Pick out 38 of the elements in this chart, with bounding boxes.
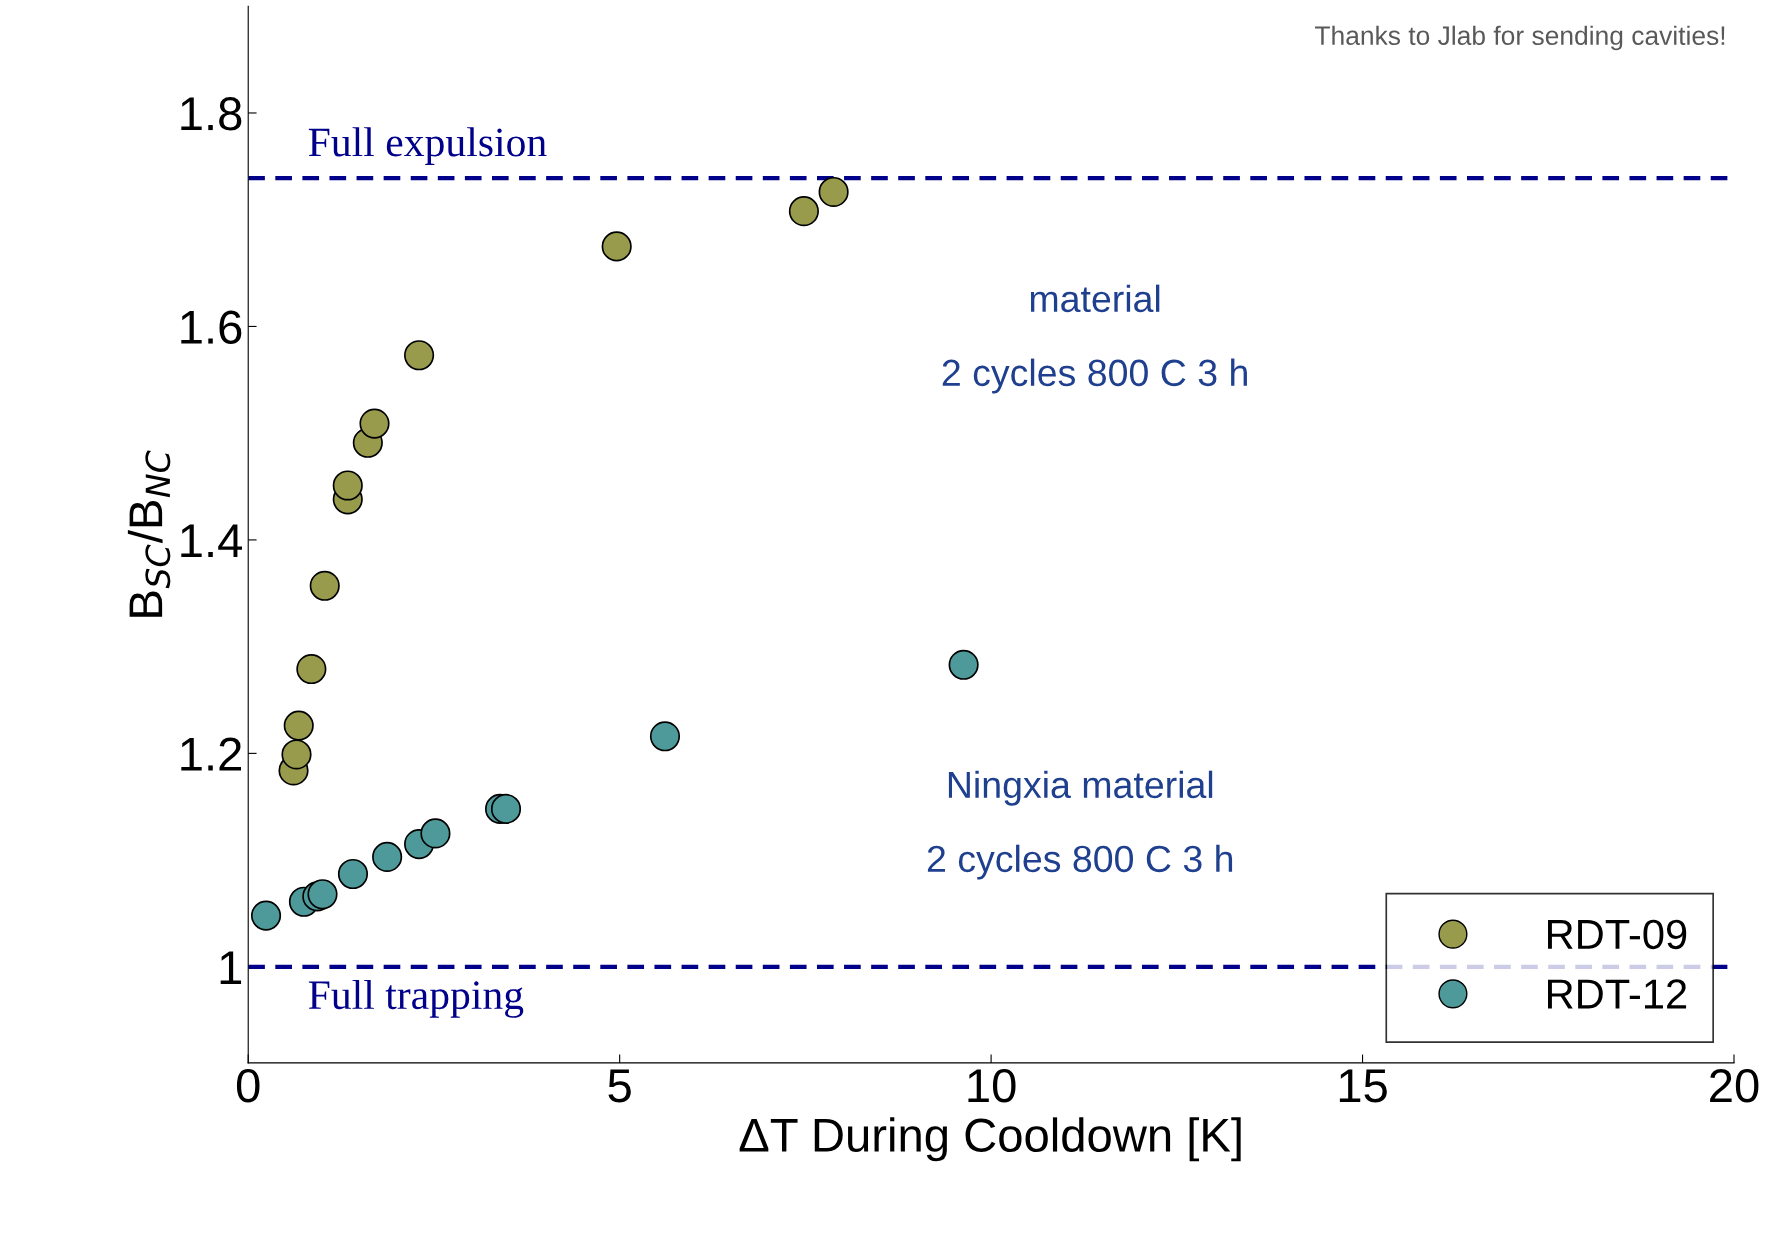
point (788, 196, 819, 227)
legend-label: RDT-12 (1548, 979, 1687, 1009)
annotation: 2 cycles 800 C 3 h (942, 358, 1247, 394)
point (490, 793, 522, 824)
y-tick-label: 1.6 (181, 310, 242, 345)
annotation: material (1030, 284, 1160, 313)
y-tick-label: 1.4 (181, 524, 242, 558)
point (601, 231, 632, 262)
point (818, 176, 849, 208)
y-tick-label: 1.8 (181, 97, 242, 131)
x-axis-title: ΔT During Cooldown [K] (739, 1117, 1241, 1162)
x-tick-label: 15 (1339, 1069, 1387, 1103)
point (332, 470, 363, 501)
point (372, 841, 403, 872)
legend-label: RDT-09 (1548, 919, 1687, 950)
y-axis-title: B$_{SC}$/B$_{NC}$ (127, 450, 171, 617)
point (404, 340, 435, 371)
ref-line-label: Full trapping (308, 979, 524, 1018)
x-tick-label: 5 (608, 1069, 631, 1103)
point (250, 900, 282, 931)
point (281, 739, 312, 770)
annotation: 2 cycles 800 C 3 h (927, 844, 1233, 880)
y-tick-label: 1.2 (181, 737, 241, 771)
point (296, 653, 327, 685)
point (420, 818, 451, 849)
x-tick-label: 20 (1710, 1069, 1759, 1103)
x-tick-label: 0 (236, 1069, 260, 1103)
x-tick-label: 10 (968, 1069, 1016, 1103)
point (359, 408, 390, 439)
annotation: Ningxia material (948, 770, 1213, 806)
annotation: Thanks to Jlab for sending cavities! (1315, 25, 1725, 51)
ref-line-label: Full expulsion (308, 127, 547, 165)
point (337, 858, 369, 890)
point (283, 710, 314, 741)
y-tick-label: 1 (220, 951, 242, 984)
point (309, 570, 340, 601)
point (649, 721, 681, 752)
point (948, 649, 979, 680)
